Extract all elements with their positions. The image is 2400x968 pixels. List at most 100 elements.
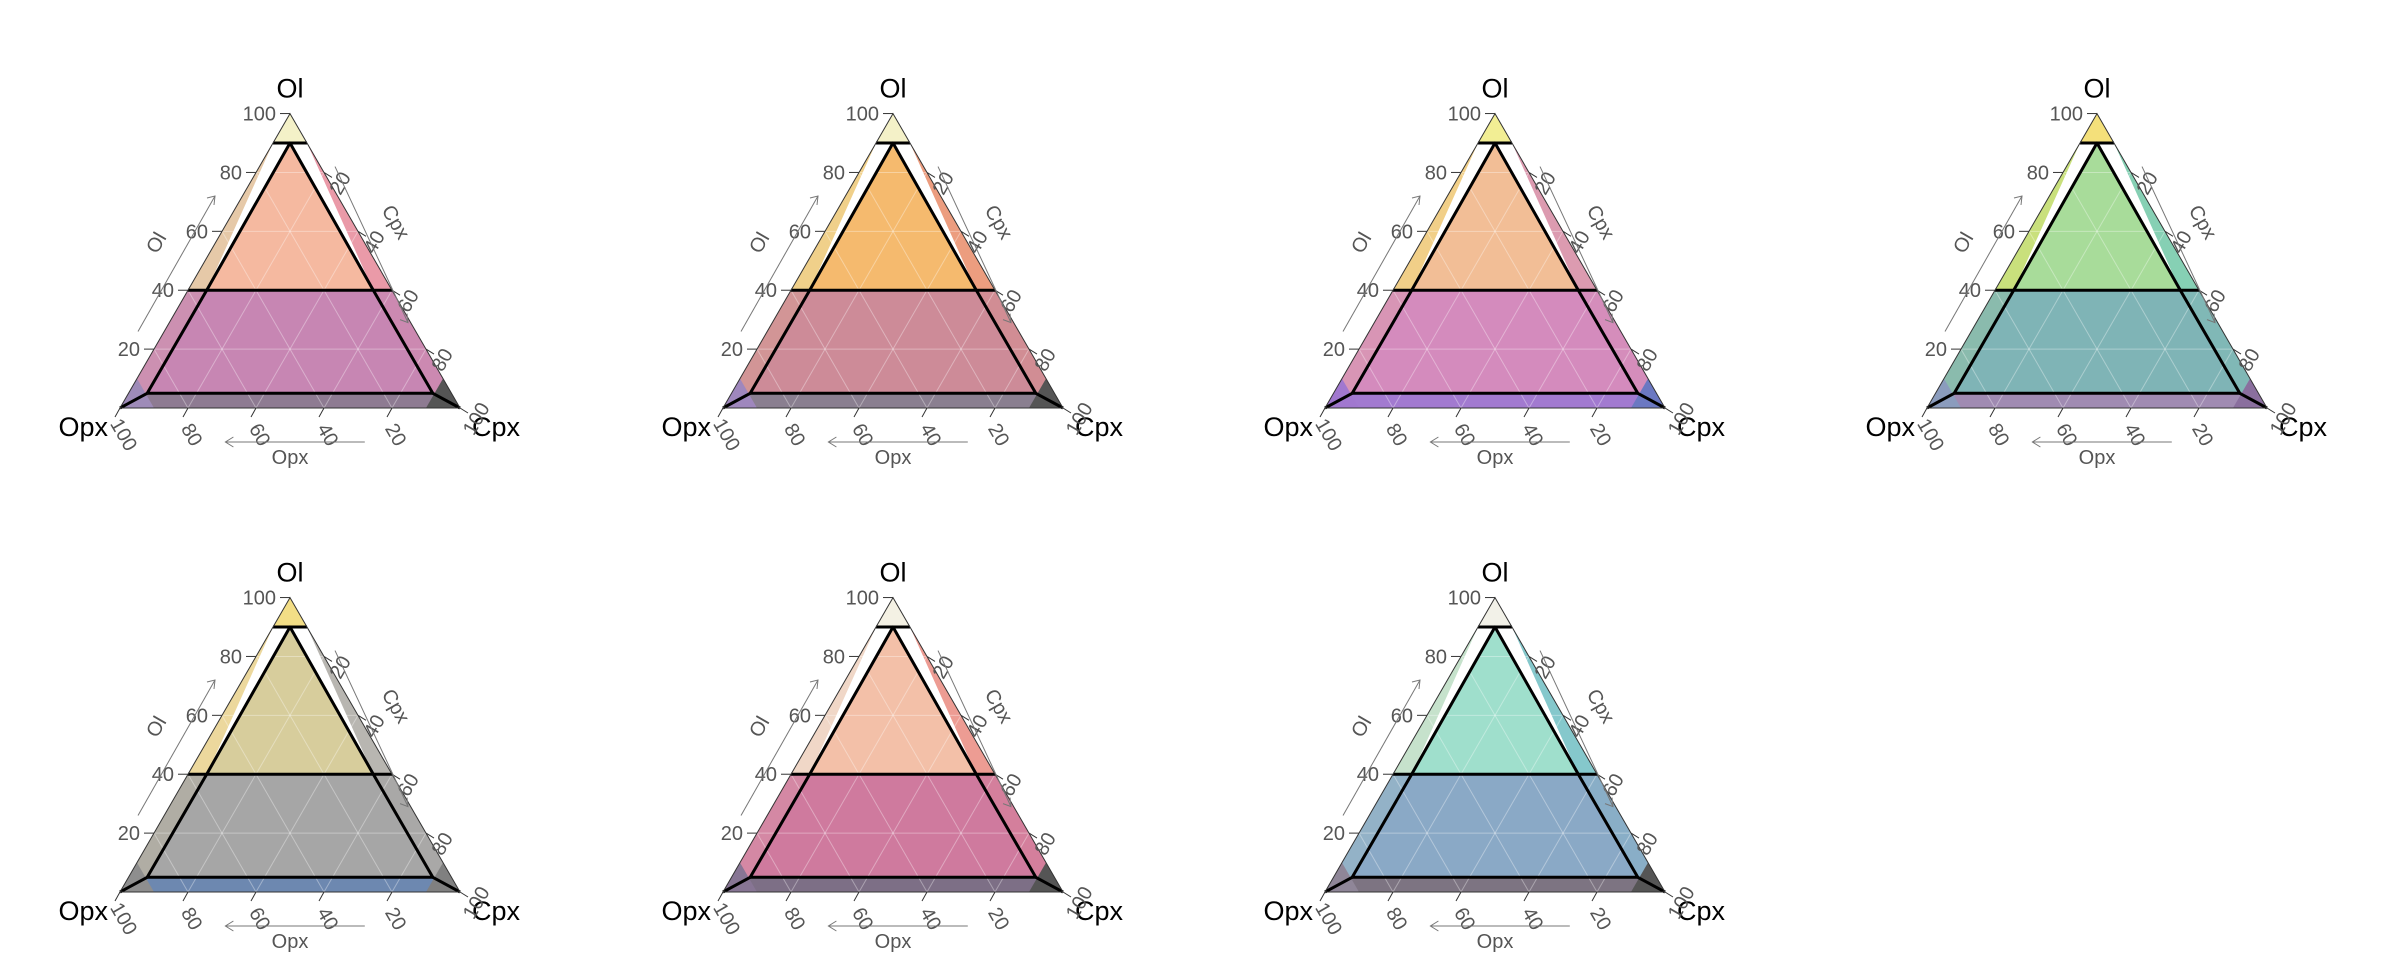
field-upper xyxy=(809,627,977,775)
field-base xyxy=(120,393,460,408)
field-right-corner xyxy=(1029,862,1063,892)
field-tip xyxy=(273,597,307,627)
right-tick-mark xyxy=(425,348,435,355)
boundary-outline xyxy=(748,141,1038,395)
bottom-axis-arrowhead xyxy=(827,436,837,448)
left-axis-title: Ol xyxy=(142,229,171,257)
left-tick-label: 20 xyxy=(1323,339,1345,361)
right-tick-mark xyxy=(1664,891,1674,898)
boundary-left-corner xyxy=(1324,391,1353,410)
vertex-label-cpx: Cpx xyxy=(2279,412,2328,442)
left-axis-title: Ol xyxy=(1347,713,1376,741)
right-tick-mark xyxy=(1528,172,1538,178)
field-middle-left-fill xyxy=(1333,290,1412,394)
grid-line-cpx xyxy=(2130,289,2200,409)
left-tick-label: 80 xyxy=(823,646,845,668)
bottom-tick-label: 80 xyxy=(176,420,206,450)
left-tick-label: 80 xyxy=(823,162,845,184)
boundary-left-corner xyxy=(722,875,751,894)
bottom-tick-label: 40 xyxy=(915,904,945,934)
right-tick-mark xyxy=(1062,891,1072,898)
grid-line-opx xyxy=(790,773,860,893)
bottom-tick-label: 60 xyxy=(2051,420,2081,450)
field-right-corner xyxy=(1631,862,1665,892)
grid-line-opx xyxy=(1358,832,1394,893)
grid-line-opx xyxy=(153,348,189,409)
field-base xyxy=(1325,877,1665,892)
right-tick-mark xyxy=(323,172,333,178)
bottom-tick-label: 80 xyxy=(779,904,809,934)
field-base xyxy=(723,877,1063,892)
bottom-tick-mark xyxy=(853,891,860,902)
left-axis-arrowhead xyxy=(206,195,216,206)
bottom-axis-title: Opx xyxy=(1477,931,1514,953)
left-axis-arrowhead xyxy=(2013,195,2023,206)
bottom-tick-label: 20 xyxy=(983,420,1013,450)
left-axis-title: Ol xyxy=(1347,229,1376,257)
bottom-tick-mark xyxy=(1319,407,1326,418)
grid-line-opx xyxy=(221,231,325,409)
bottom-tick-label: 80 xyxy=(779,420,809,450)
triangle-frame xyxy=(1324,112,1666,409)
grid-line-opx xyxy=(824,231,928,409)
grid-line-cpx xyxy=(1460,231,1564,409)
left-tick-label: 100 xyxy=(1448,104,1481,126)
boundary-left-corner xyxy=(1324,875,1353,894)
bottom-axis-arrowhead xyxy=(827,920,837,932)
right-axis-arrow xyxy=(937,650,1012,807)
bottom-tick-label: 60 xyxy=(847,420,877,450)
right-axis-arrowhead xyxy=(1604,313,1614,324)
field-upper xyxy=(206,143,374,291)
right-tick-mark xyxy=(1562,714,1572,721)
left-tick-label: 60 xyxy=(1391,221,1413,243)
grid-line-opx xyxy=(756,832,792,893)
vertex-label-cpx: Cpx xyxy=(1075,412,1124,442)
bottom-tick-mark xyxy=(1387,407,1394,418)
grid-line-opx xyxy=(1960,348,1996,409)
bottom-tick-label: 40 xyxy=(915,420,945,450)
bottom-tick-mark xyxy=(853,407,860,418)
bottom-tick-mark xyxy=(386,891,393,902)
left-tick-label: 60 xyxy=(789,705,811,727)
bottom-axis-title: Opx xyxy=(272,931,309,953)
left-axis-arrowhead xyxy=(809,679,819,690)
bottom-tick-label: 40 xyxy=(1517,420,1547,450)
bottom-tick-mark xyxy=(785,891,792,902)
bottom-tick-label: 60 xyxy=(847,904,877,934)
left-tick-label: 60 xyxy=(186,705,208,727)
bottom-tick-mark xyxy=(2193,407,2200,418)
bottom-tick-label: 20 xyxy=(1585,904,1615,934)
left-axis-arrow xyxy=(137,679,216,816)
right-tick-mark xyxy=(960,714,970,721)
grid-line-opx xyxy=(756,348,792,409)
bottom-tick-label: 100 xyxy=(708,415,744,455)
left-tick-label: 60 xyxy=(1993,221,2015,243)
bottom-tick-mark xyxy=(1455,891,1462,902)
right-tick-mark xyxy=(357,714,367,721)
vertex-label-cpx: Cpx xyxy=(472,412,521,442)
boundary-right-corner xyxy=(1035,875,1064,894)
grid-line-opx xyxy=(824,715,928,893)
vertex-label-ol: Ol xyxy=(277,74,304,104)
grid-line-opx xyxy=(2028,231,2132,409)
right-tick-mark xyxy=(960,230,970,237)
bottom-tick-label: 100 xyxy=(105,899,141,939)
right-tick-mark xyxy=(926,656,936,662)
bottom-tick-mark xyxy=(1989,407,1996,418)
bottom-tick-mark xyxy=(386,407,393,418)
bottom-tick-label: 60 xyxy=(1449,904,1479,934)
left-axis-arrow xyxy=(137,195,216,332)
field-middle xyxy=(1954,290,2240,394)
right-tick-mark xyxy=(1062,407,1072,414)
grid-line-opx xyxy=(1426,715,1530,893)
right-tick-mark xyxy=(1664,407,1674,414)
right-axis-arrow xyxy=(334,166,409,323)
left-tick-label: 40 xyxy=(152,764,174,786)
right-axis-arrowhead xyxy=(399,797,409,808)
bottom-tick-mark xyxy=(2125,407,2132,418)
vertex-label-opx: Opx xyxy=(1263,896,1313,926)
